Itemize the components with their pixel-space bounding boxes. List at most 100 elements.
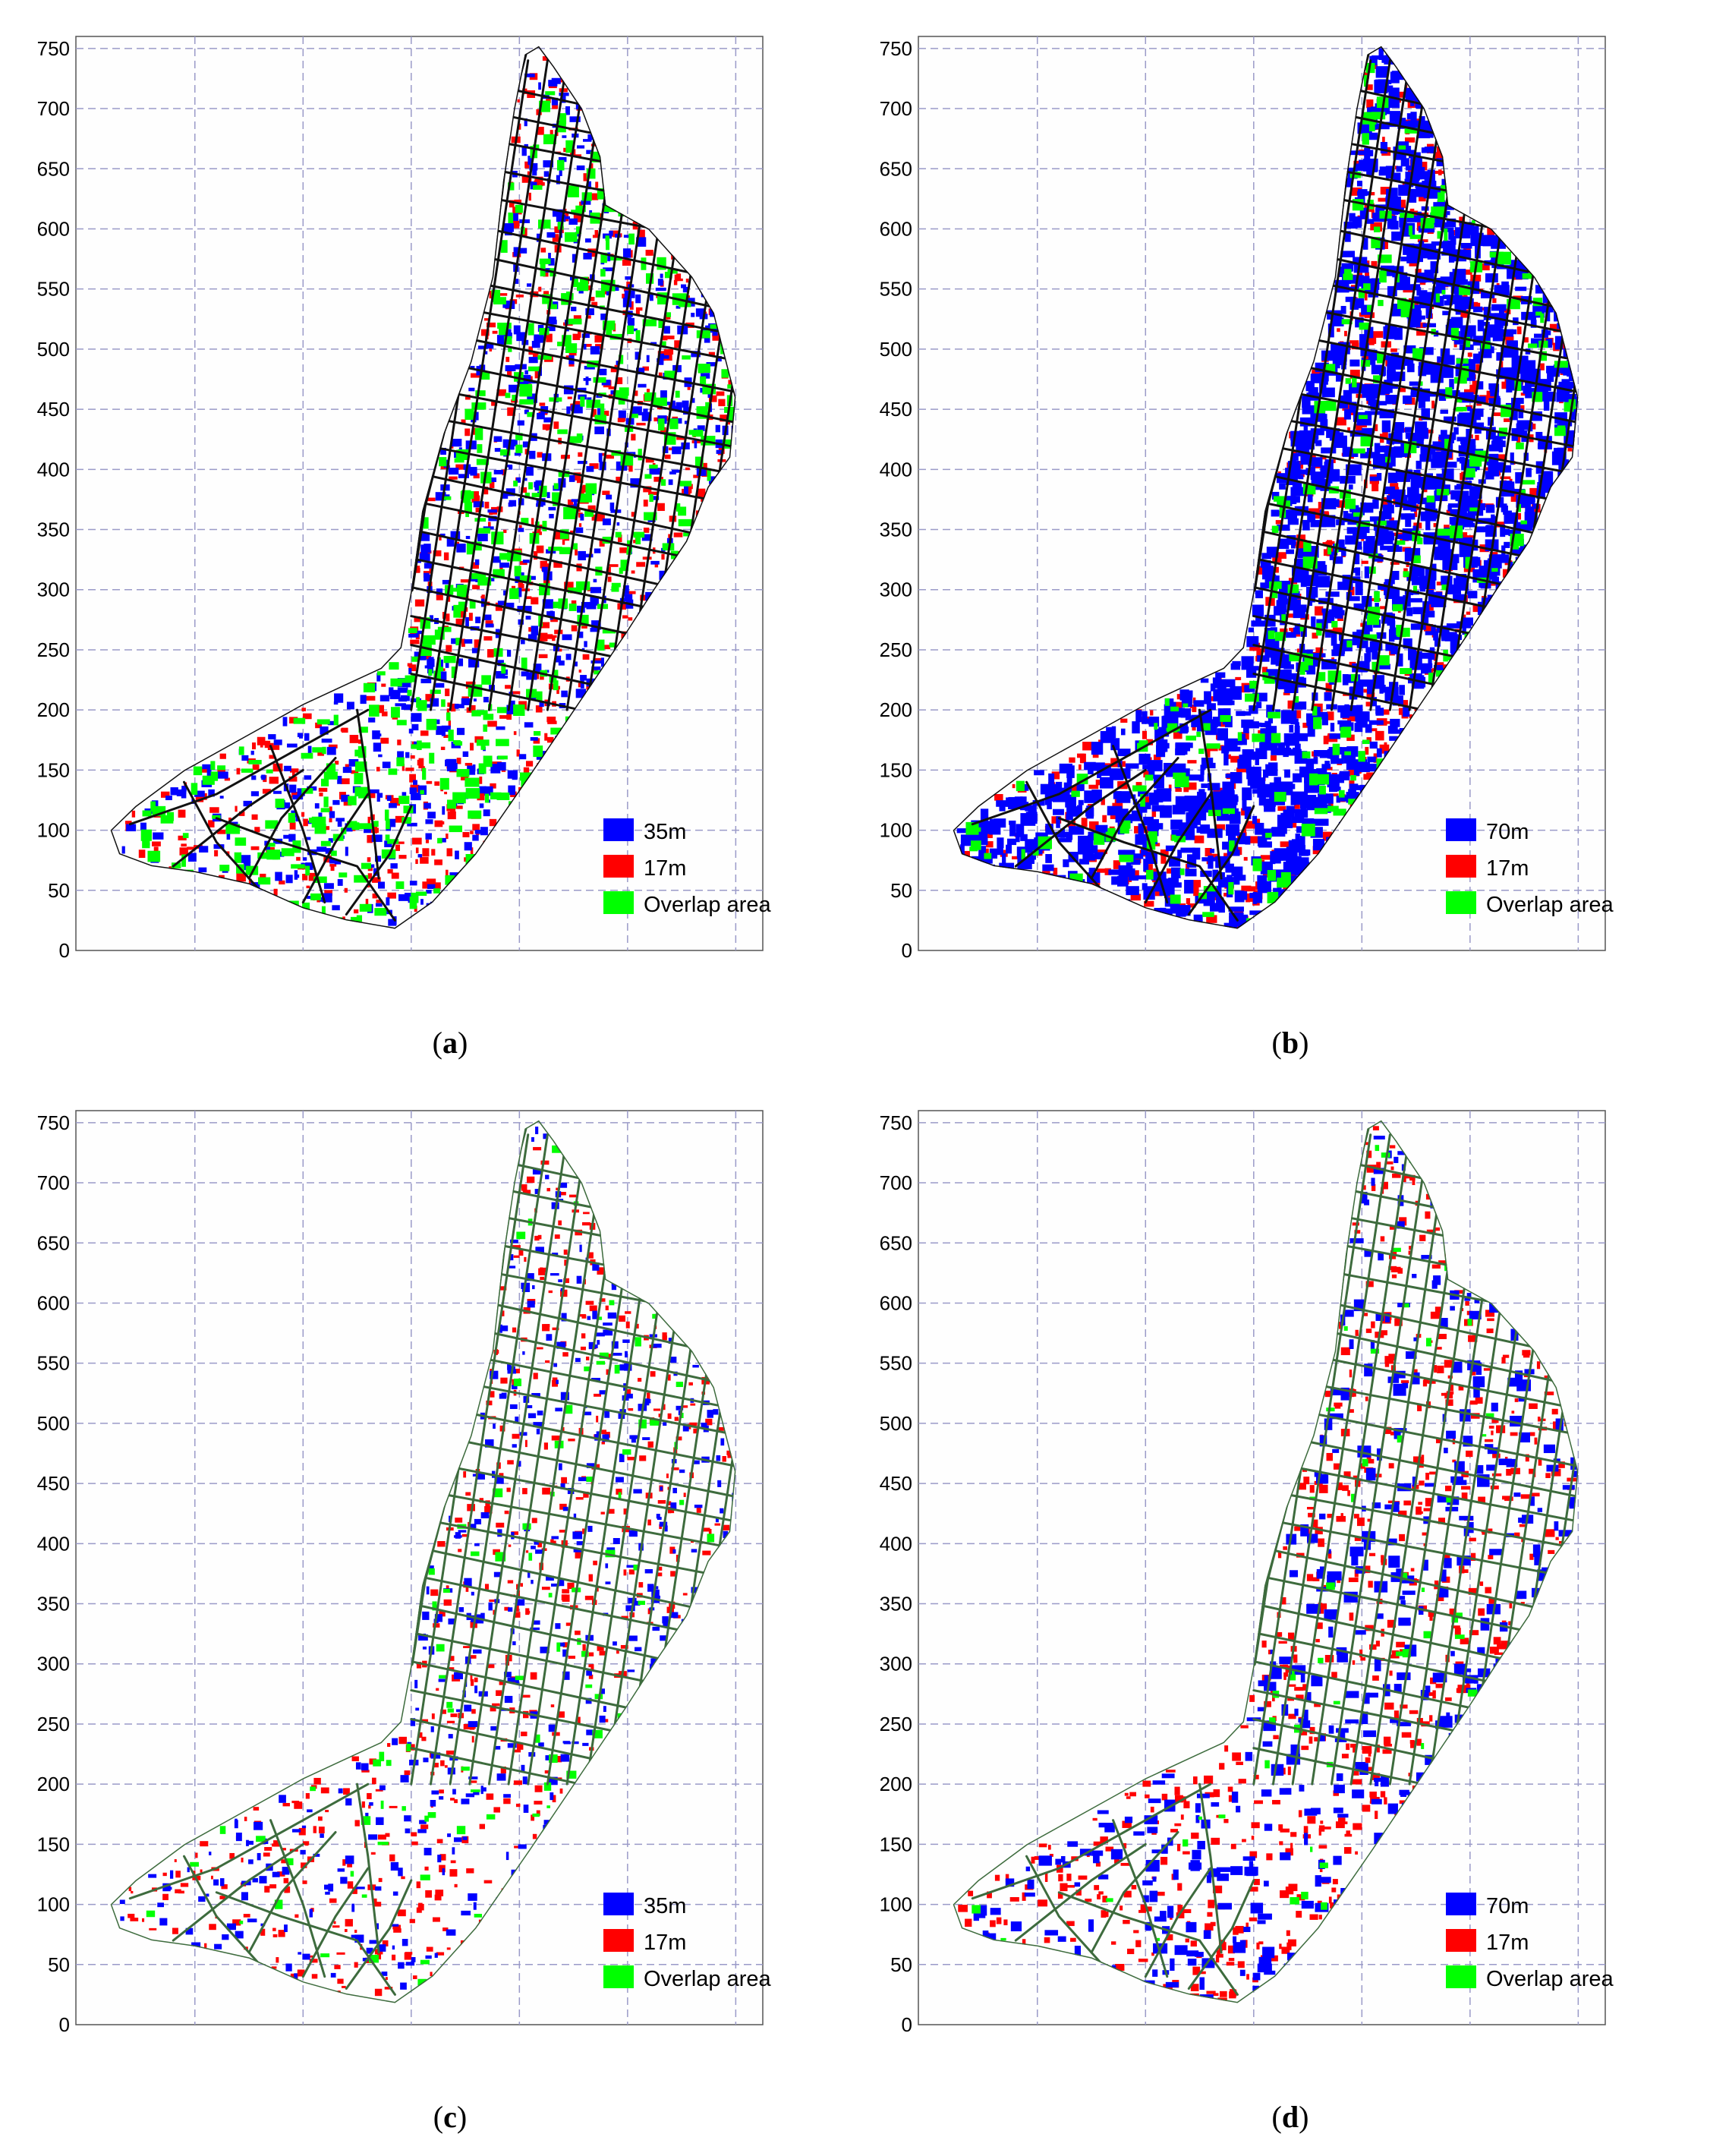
patch-coarse bbox=[1355, 582, 1363, 595]
patch-coarse bbox=[585, 308, 594, 316]
y-tick-label: 200 bbox=[880, 698, 912, 721]
patch-17m bbox=[398, 1736, 407, 1745]
patch-overlap bbox=[533, 185, 543, 190]
patch-coarse bbox=[1396, 165, 1403, 172]
patch-coarse bbox=[1294, 558, 1305, 566]
patch-coarse bbox=[1181, 708, 1191, 718]
patch-overlap bbox=[1491, 568, 1498, 572]
patch-coarse bbox=[1078, 844, 1086, 853]
road-line bbox=[1291, 59, 1391, 711]
patch-coarse bbox=[1330, 758, 1344, 764]
patch-coarse bbox=[1283, 784, 1292, 796]
patch-17m bbox=[404, 1770, 411, 1776]
patch-17m bbox=[554, 226, 564, 234]
patch-coarse bbox=[1236, 875, 1246, 881]
patch-17m bbox=[1168, 784, 1172, 792]
patch-overlap bbox=[1265, 832, 1272, 838]
patch-overlap bbox=[1469, 507, 1478, 512]
patch-17m bbox=[420, 856, 429, 864]
patch-coarse bbox=[551, 77, 561, 84]
patch-coarse bbox=[551, 97, 559, 106]
patch-17m bbox=[301, 1862, 307, 1868]
patch-coarse bbox=[1138, 791, 1149, 797]
legend-label: 35m bbox=[644, 820, 686, 844]
y-tick-label: 700 bbox=[880, 97, 912, 120]
patch-coarse bbox=[1358, 679, 1374, 687]
patch-17m bbox=[444, 791, 448, 795]
patch-overlap bbox=[142, 835, 150, 849]
patch-17m bbox=[1382, 430, 1388, 439]
patch-17m bbox=[178, 835, 187, 841]
road-line bbox=[1144, 793, 1212, 904]
patch-coarse bbox=[1109, 768, 1124, 780]
patch-coarse bbox=[165, 796, 172, 801]
patch-coarse bbox=[555, 655, 562, 663]
patch-coarse bbox=[625, 276, 631, 280]
patch-17m bbox=[718, 399, 726, 407]
patch-coarse bbox=[441, 725, 451, 732]
patch-17m bbox=[1069, 757, 1075, 763]
patch-coarse bbox=[1410, 597, 1423, 603]
patch-coarse bbox=[1368, 394, 1375, 406]
patch-coarse bbox=[561, 93, 566, 103]
patch-17m bbox=[392, 798, 400, 806]
patch-overlap bbox=[202, 775, 215, 785]
patch-overlap bbox=[354, 773, 364, 785]
patch-coarse bbox=[607, 252, 611, 262]
patch-coarse bbox=[1419, 116, 1425, 127]
patch-coarse bbox=[1374, 443, 1381, 457]
patch-17m bbox=[1358, 273, 1362, 276]
patch-coarse bbox=[1305, 758, 1315, 771]
patch-overlap bbox=[1171, 834, 1176, 841]
patch-coarse bbox=[1177, 849, 1183, 859]
patch-17m bbox=[458, 1549, 462, 1552]
patch-coarse bbox=[1045, 853, 1052, 863]
patch-17m bbox=[195, 794, 204, 802]
patch-coarse bbox=[1564, 430, 1576, 438]
patch-overlap bbox=[320, 808, 330, 813]
patch-coarse bbox=[320, 726, 329, 735]
patch-17m bbox=[690, 1403, 696, 1406]
patch-17m bbox=[1241, 885, 1252, 891]
patch-coarse bbox=[1192, 847, 1201, 860]
patch-coarse bbox=[1476, 381, 1484, 389]
patch-17m bbox=[1160, 855, 1167, 864]
patch-17m bbox=[449, 1656, 455, 1661]
patch-17m bbox=[709, 395, 717, 402]
patch-overlap bbox=[395, 881, 405, 890]
patch-coarse bbox=[440, 533, 446, 537]
patch-overlap bbox=[1071, 790, 1080, 797]
patch-coarse bbox=[1260, 740, 1271, 747]
patch-17m bbox=[676, 273, 682, 280]
patch-coarse bbox=[1380, 141, 1388, 154]
patch-overlap bbox=[527, 366, 540, 372]
patch-coarse bbox=[1535, 285, 1546, 294]
patch-coarse bbox=[1491, 304, 1507, 311]
patch-coarse bbox=[473, 501, 484, 508]
patch-17m bbox=[252, 742, 257, 750]
patch-17m bbox=[1460, 309, 1469, 318]
patch-coarse bbox=[328, 838, 333, 843]
patch-coarse bbox=[1204, 889, 1217, 898]
patch-17m bbox=[542, 1324, 550, 1332]
patch-coarse bbox=[1480, 292, 1495, 298]
patch-coarse bbox=[1375, 79, 1389, 88]
patch-17m bbox=[1154, 890, 1163, 897]
patch-overlap bbox=[1454, 377, 1467, 384]
patch-coarse bbox=[1369, 741, 1378, 749]
patch-17m bbox=[470, 1678, 474, 1686]
patch-17m bbox=[1236, 768, 1247, 773]
patch-17m bbox=[1483, 467, 1488, 471]
patch-overlap bbox=[430, 689, 441, 695]
patch-coarse bbox=[1469, 486, 1482, 500]
patch-coarse bbox=[1472, 495, 1479, 509]
patch-coarse bbox=[1409, 188, 1417, 203]
patch-17m bbox=[546, 1187, 551, 1192]
patch-coarse bbox=[577, 145, 585, 149]
patch-overlap bbox=[619, 567, 623, 574]
patch-coarse bbox=[1492, 435, 1501, 443]
patch-coarse bbox=[1184, 879, 1194, 894]
patch-17m bbox=[718, 1426, 726, 1431]
patch-coarse bbox=[1440, 409, 1449, 414]
patch-overlap bbox=[1273, 496, 1286, 502]
